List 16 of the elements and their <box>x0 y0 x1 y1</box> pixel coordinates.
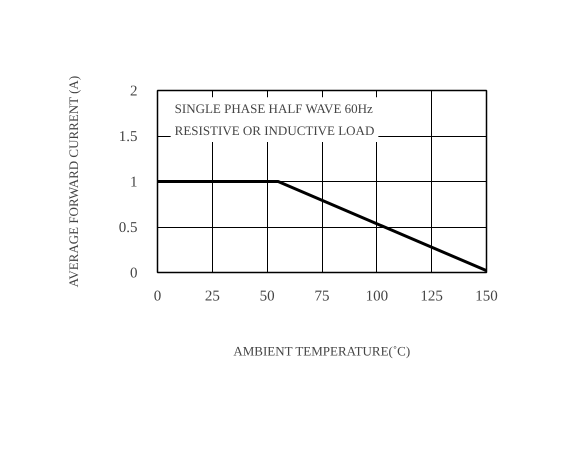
y-axis-title: AVERAGE FORWARD CURRENT (A) <box>66 76 81 288</box>
y-tick-label: 1 <box>130 174 138 190</box>
x-axis-title: AMBIENT TEMPERATURE(˚C) <box>233 344 410 358</box>
y-tick-label: 0 <box>130 266 138 282</box>
x-tick-label: 75 <box>314 288 330 304</box>
x-tick-label: 100 <box>366 288 388 304</box>
y-tick-label: 2 <box>130 84 138 100</box>
x-tick-label: 50 <box>260 288 275 304</box>
x-tick-label: 125 <box>420 288 443 304</box>
x-tick-label: 25 <box>204 288 220 304</box>
y-tick-label: 1.5 <box>118 129 138 145</box>
annotation: RESISTIVE OR INDUCTIVE LOAD <box>174 123 374 138</box>
x-tick-label: 150 <box>475 288 498 304</box>
y-tick-label: 0.5 <box>118 220 138 236</box>
x-tick-label: 0 <box>154 288 162 304</box>
annotation: SINGLE PHASE HALF WAVE 60Hz <box>174 101 374 116</box>
